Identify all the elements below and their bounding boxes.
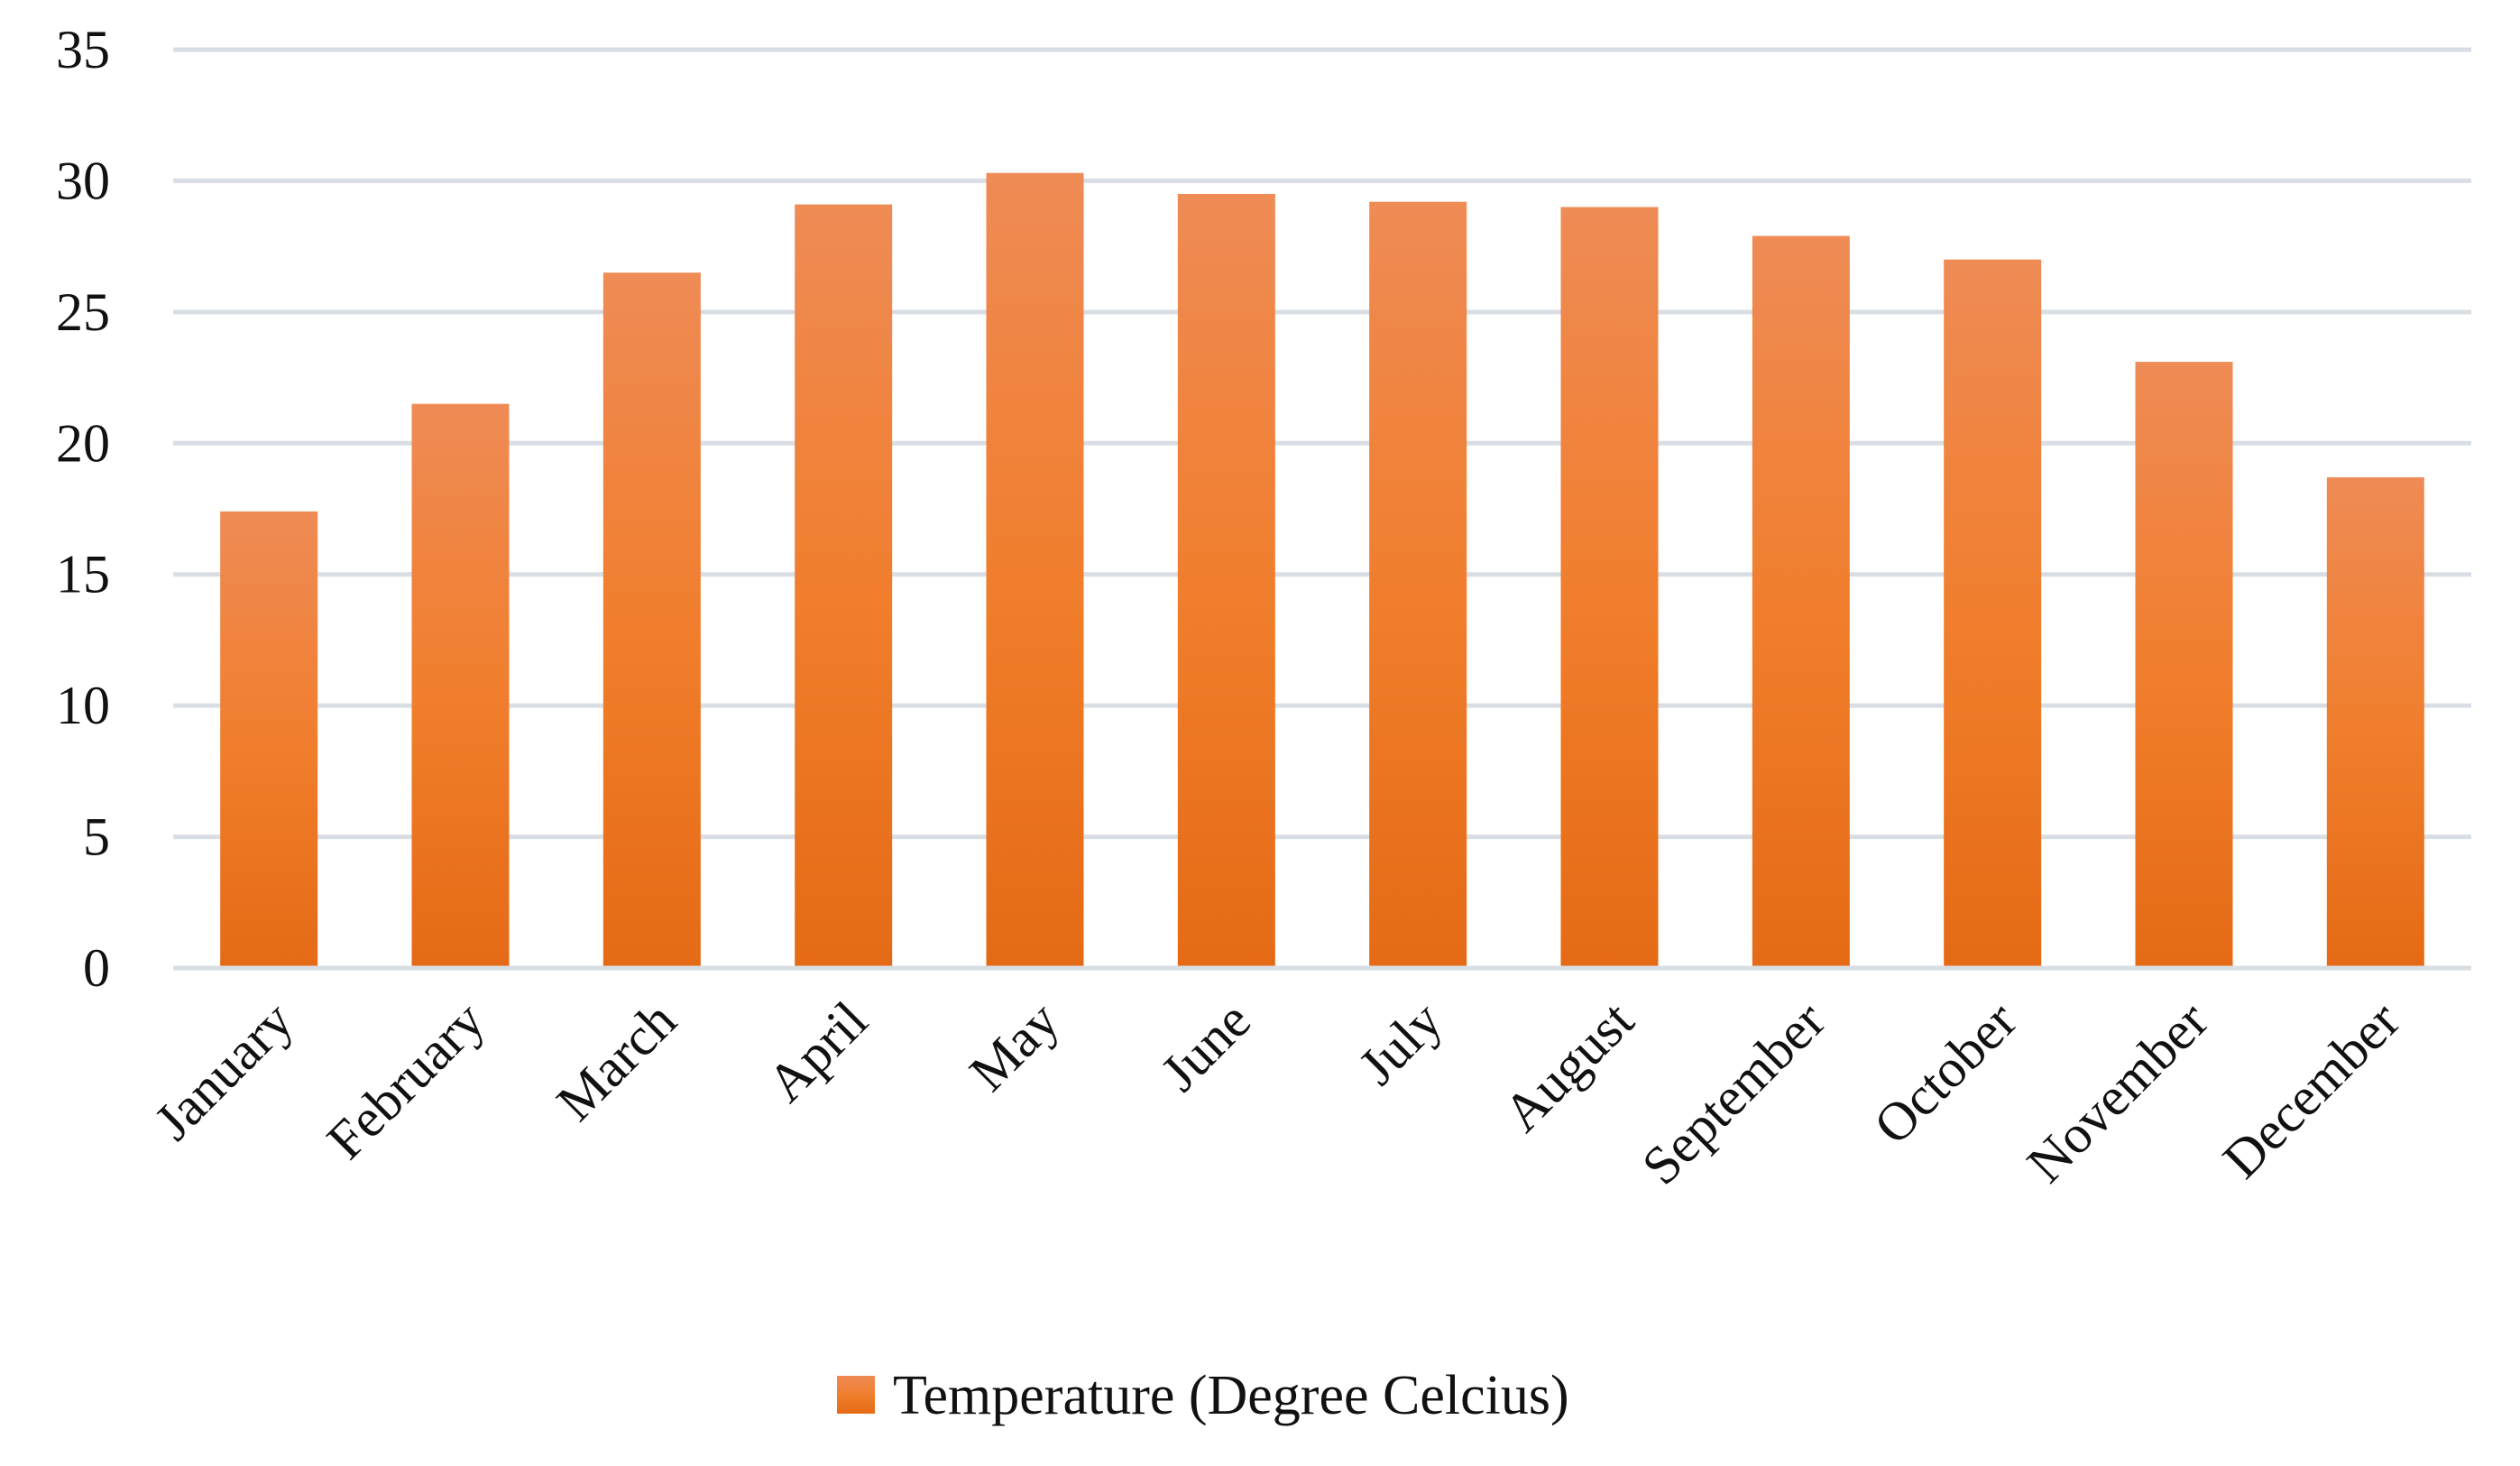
x-tick-label-september: September [1631,991,1836,1196]
bar-september [1752,235,1850,969]
bar-october [1944,259,2042,969]
bars [173,172,2471,971]
bar-march [602,272,701,968]
bar-june [1177,193,1275,968]
x-axis: January February March April May June July Augu… [143,990,2411,1195]
bar-january [220,511,318,968]
x-tick-label-march: March [546,991,687,1132]
x-tick-label-june: June [1150,991,1262,1102]
y-tick-label: 35 [56,20,110,79]
x-tick-label-february: February [316,991,496,1171]
bar-december [2326,477,2424,968]
legend-label: Temperature (Degree Celcius) [893,1365,1569,1426]
legend-swatch [837,1376,875,1414]
bar-july [1369,201,1467,968]
bar-august [1560,207,1659,968]
bar-february [411,403,510,969]
x-tick-label-may: May [958,991,1070,1102]
y-tick-label: 0 [83,938,110,998]
legend: Temperature (Degree Celcius) [837,1365,1569,1426]
y-tick-label: 20 [56,413,110,473]
x-tick-label-october: October [1862,991,2028,1156]
gridlines [173,47,2471,971]
y-tick-label: 30 [56,151,110,210]
y-tick-label: 15 [56,545,110,604]
bar-may [986,172,1084,968]
x-tick-label-april: April [756,991,878,1113]
x-tick-label-november: November [2016,991,2220,1194]
x-tick-label-august: August [1492,990,1644,1142]
y-axis: 0 5 10 15 20 25 30 35 [56,20,110,998]
y-tick-label: 10 [56,676,110,735]
x-tick-label-july: July [1347,991,1453,1096]
bar-november [2135,362,2233,968]
x-tick-label-january: January [143,991,305,1152]
y-tick-label: 5 [83,807,110,867]
y-tick-label: 25 [56,282,110,342]
bar-april [795,204,893,968]
x-tick-label-december: December [2212,991,2411,1190]
